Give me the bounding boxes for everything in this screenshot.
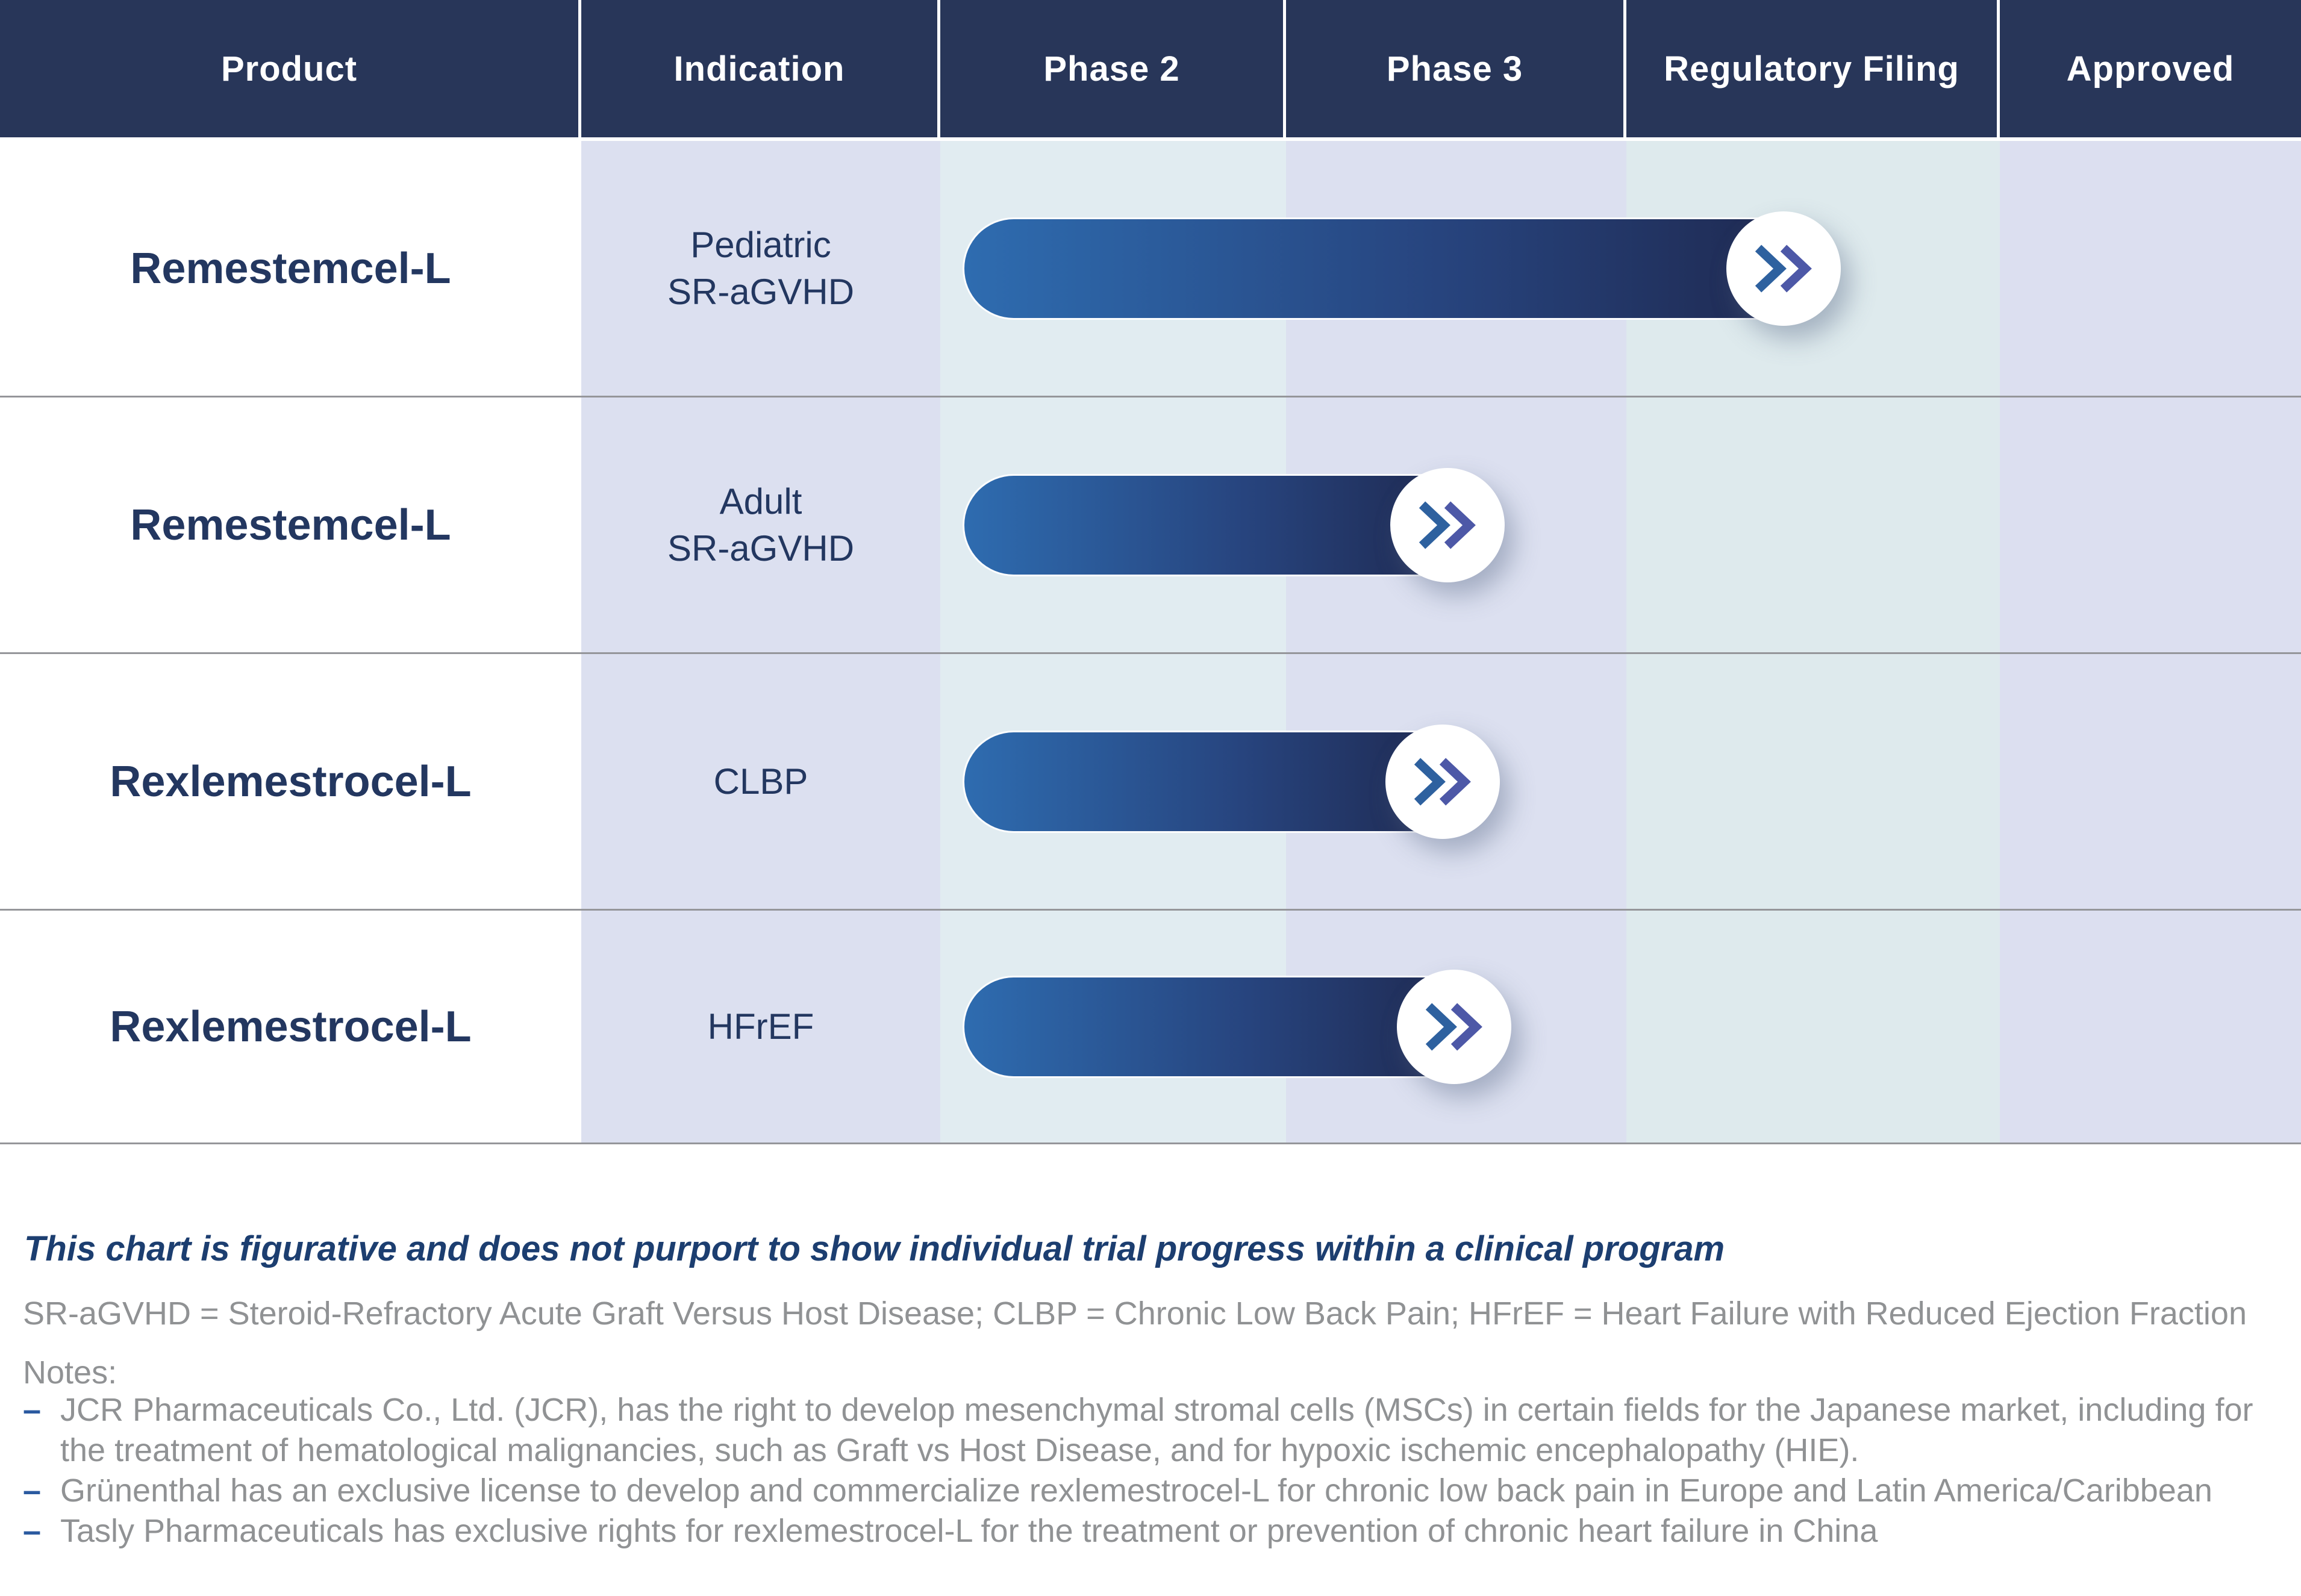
progress-track: [0, 397, 2301, 652]
note-text: JCR Pharmaceuticals Co., Ltd. (JCR), has…: [60, 1392, 2253, 1468]
indication-label: CLBP: [581, 654, 940, 909]
approved-cell: [2000, 654, 2301, 909]
progress-bar: [964, 977, 1455, 1076]
indication-label: HFrEF: [581, 911, 940, 1142]
table-row: Rexlemestrocel-L CLBP: [0, 654, 2301, 911]
milestone-marker: [1397, 969, 1512, 1084]
progress-track: [0, 141, 2301, 396]
indication-label: Adult SR-aGVHD: [581, 397, 940, 652]
product-name: Remestemcel-L: [0, 141, 581, 396]
progress-track: [0, 654, 2301, 909]
double-chevron-right-icon: [1426, 1003, 1483, 1050]
column-header-indication: Indication: [581, 0, 940, 137]
notes-heading: Notes:: [23, 1354, 117, 1391]
table-header-row: Product Indication Phase 2 Phase 3 Regul…: [0, 0, 2301, 141]
approved-cell: [2000, 397, 2301, 652]
column-header-product: Product: [0, 0, 581, 137]
product-name: Rexlemestrocel-L: [0, 911, 581, 1142]
abbreviation-key: SR-aGVHD = Steroid-Refractory Acute Graf…: [23, 1295, 2247, 1332]
milestone-marker: [1385, 724, 1500, 839]
table-row: Remestemcel-L Pediatric SR-aGVHD: [0, 141, 2301, 397]
progress-bar: [964, 732, 1443, 831]
product-name: Remestemcel-L: [0, 397, 581, 652]
note-item: – Grünenthal has an exclusive license to…: [23, 1471, 2279, 1511]
pipeline-table: Product Indication Phase 2 Phase 3 Regul…: [0, 0, 2301, 1144]
regulatory-filing-cell: [1626, 911, 2000, 1142]
double-chevron-right-icon: [1755, 245, 1812, 292]
progress-bar: [964, 475, 1447, 575]
table-row: Remestemcel-L Adult SR-aGVHD: [0, 397, 2301, 654]
bullet-dash-icon: –: [23, 1513, 42, 1549]
double-chevron-right-icon: [1414, 758, 1472, 805]
column-header-phase3: Phase 3: [1286, 0, 1626, 137]
column-header-phase2: Phase 2: [940, 0, 1286, 137]
note-item: – JCR Pharmaceuticals Co., Ltd. (JCR), h…: [23, 1390, 2279, 1471]
indication-label: Pediatric SR-aGVHD: [581, 141, 940, 396]
bullet-dash-icon: –: [23, 1473, 42, 1509]
note-text: Tasly Pharmaceuticals has exclusive righ…: [60, 1513, 1878, 1549]
milestone-marker: [1390, 467, 1505, 582]
bullet-dash-icon: –: [23, 1392, 42, 1428]
regulatory-filing-cell: [1626, 397, 2000, 652]
approved-cell: [2000, 141, 2301, 396]
column-header-approved: Approved: [2066, 49, 2235, 89]
double-chevron-right-icon: [1419, 501, 1476, 549]
regulatory-filing-cell: [1626, 654, 2000, 909]
note-text: Grünenthal has an exclusive license to d…: [60, 1473, 2212, 1509]
approved-cell: [2000, 911, 2301, 1142]
figurative-disclaimer: This chart is figurative and does not pu…: [24, 1229, 1725, 1268]
column-header-regulatory-filing: Regulatory Filing: [1626, 0, 2000, 137]
note-item: – Tasly Pharmaceuticals has exclusive ri…: [23, 1511, 2279, 1551]
progress-bar: [964, 219, 1784, 318]
product-name: Rexlemestrocel-L: [0, 654, 581, 909]
milestone-marker: [1726, 211, 1841, 326]
table-row: Rexlemestrocel-L HFrEF: [0, 911, 2301, 1144]
progress-track: [0, 911, 2301, 1142]
notes-list: – JCR Pharmaceuticals Co., Ltd. (JCR), h…: [23, 1390, 2279, 1551]
